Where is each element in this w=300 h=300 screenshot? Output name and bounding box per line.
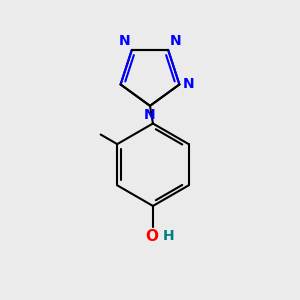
- Text: N: N: [118, 34, 130, 48]
- Text: N: N: [182, 77, 194, 92]
- Text: H: H: [162, 229, 174, 243]
- Text: O: O: [145, 229, 158, 244]
- Text: N: N: [144, 108, 156, 122]
- Text: N: N: [170, 34, 182, 48]
